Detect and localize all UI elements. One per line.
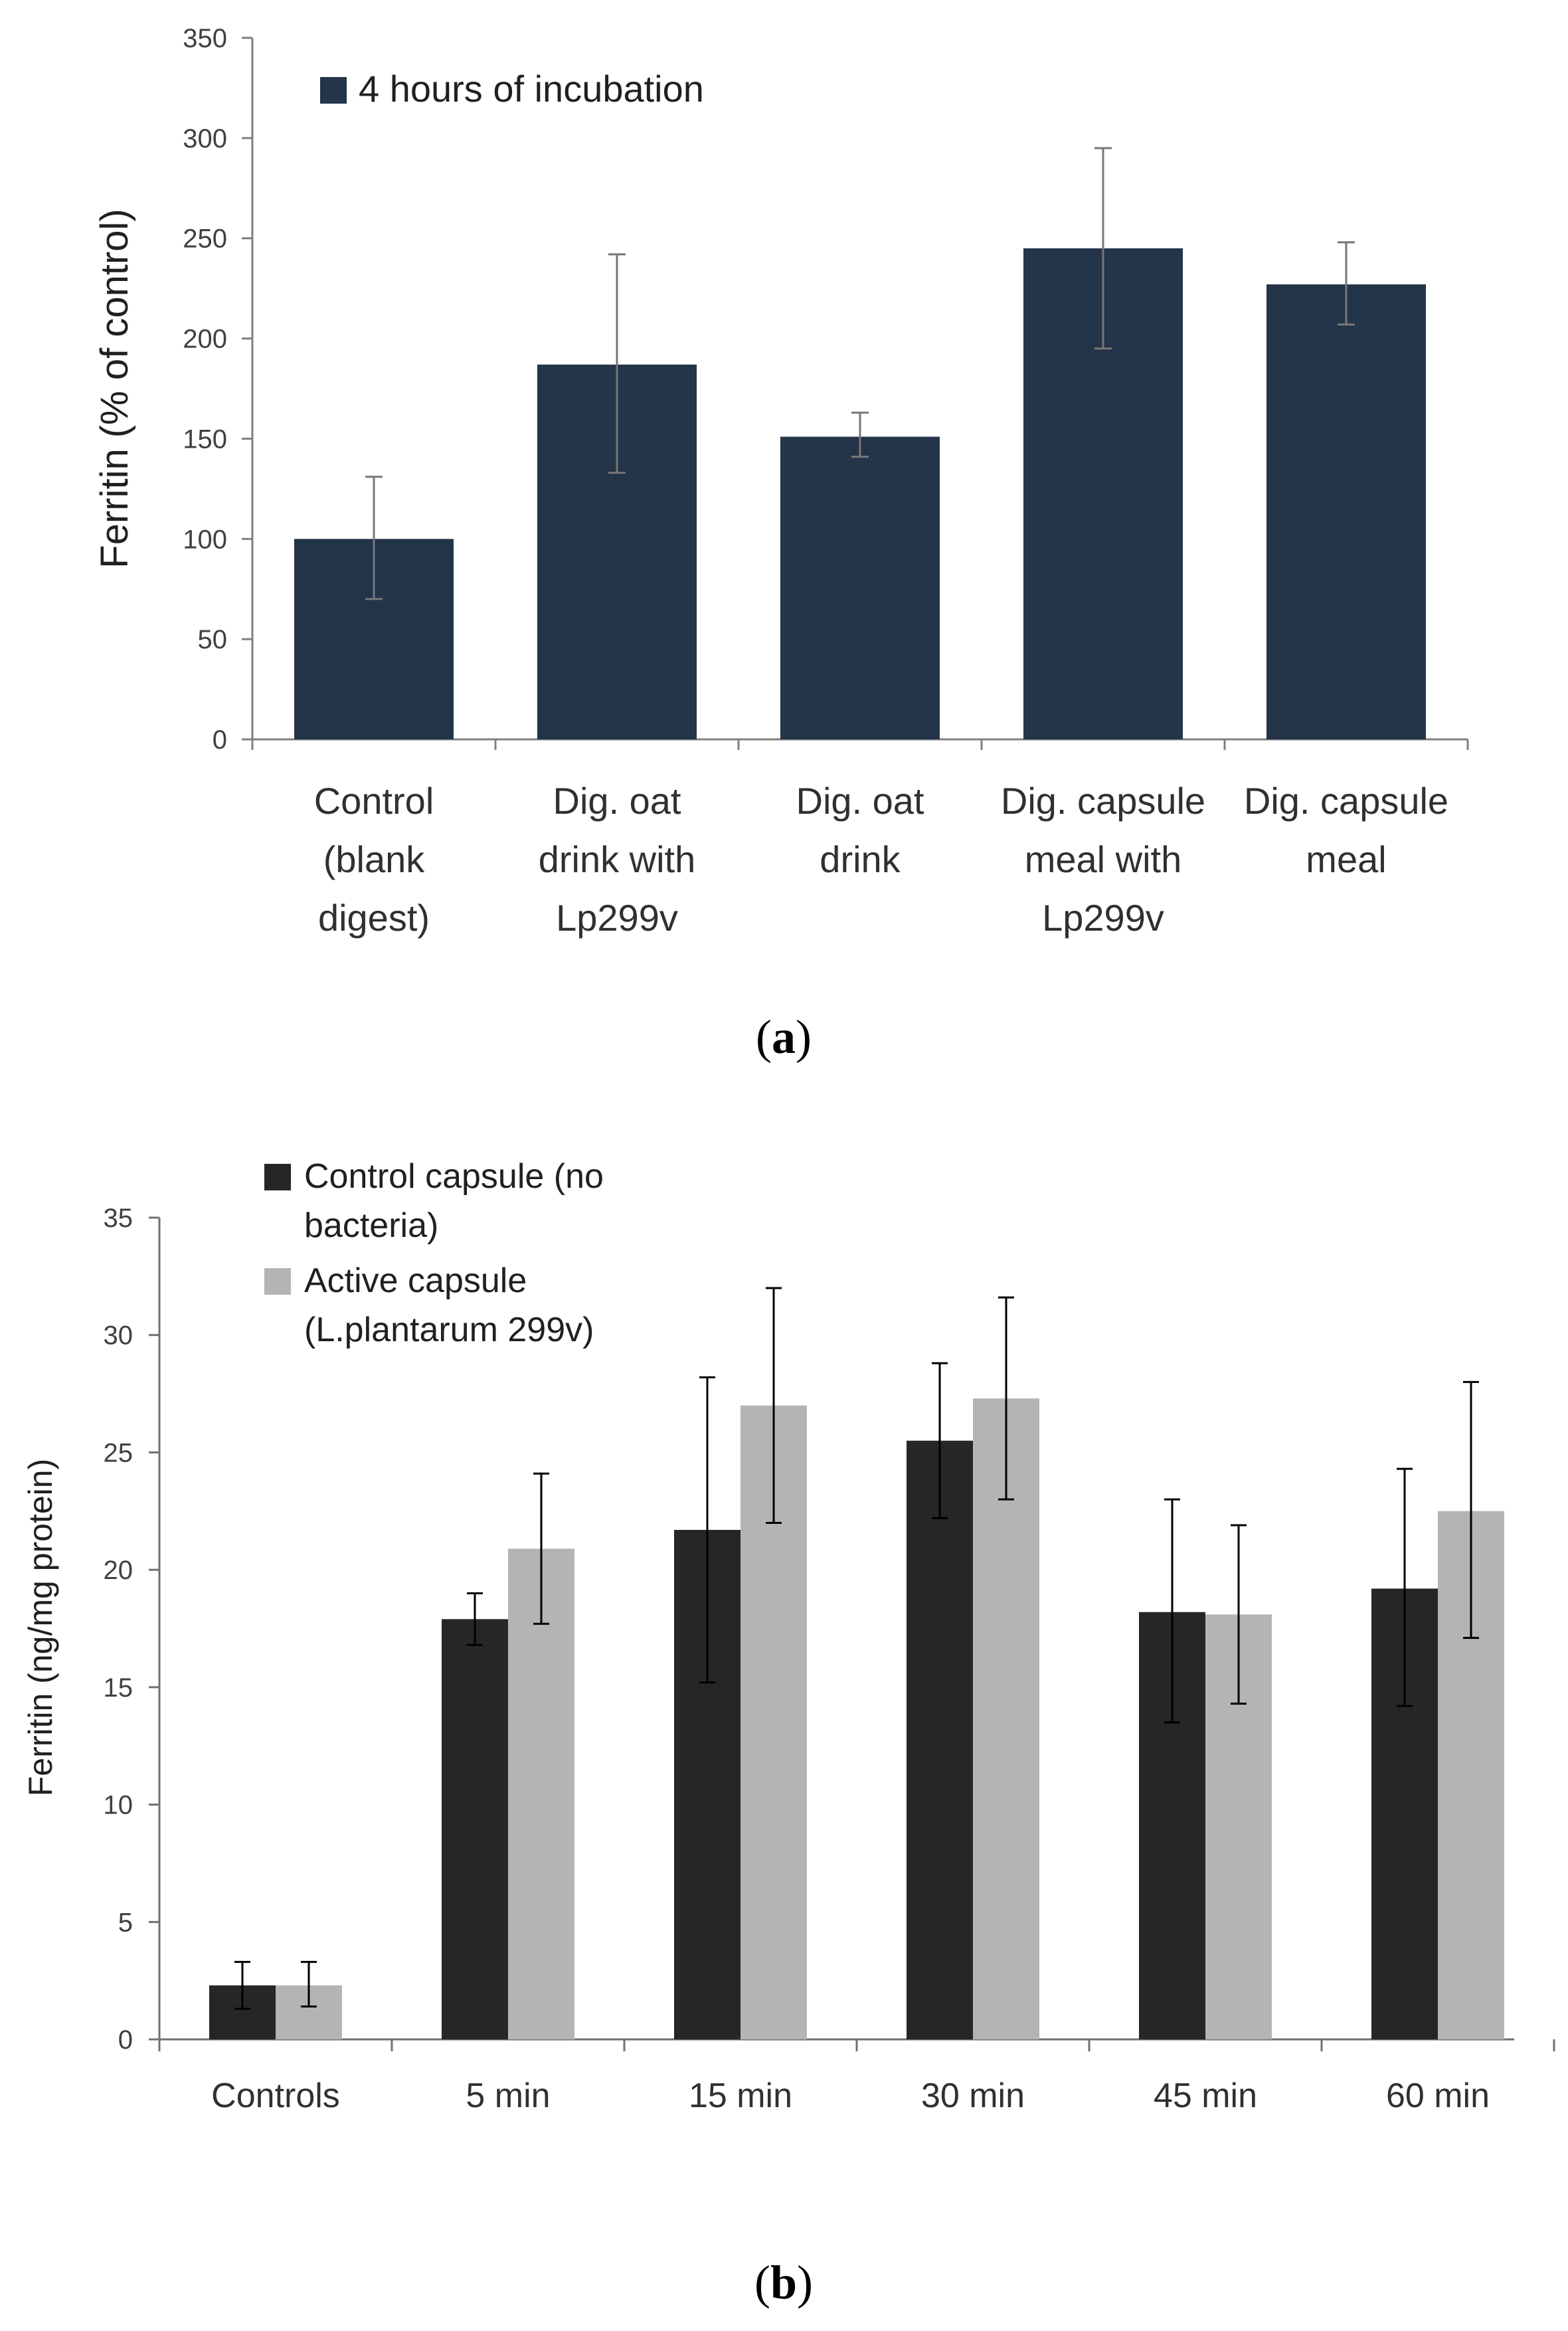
x-category-label: 45 min: [1154, 2077, 1257, 2115]
y-tick-label: 300: [183, 124, 227, 153]
panel-b-letter: b: [770, 2256, 797, 2309]
legend-label: Control capsule (no bacteria): [304, 1157, 604, 1245]
panel-a-letter: a: [772, 1010, 796, 1064]
x-category-line: Dig. oat: [796, 780, 924, 822]
legend-label-line: bacteria): [304, 1206, 438, 1245]
x-category-line: (blank: [323, 838, 426, 880]
panel-a-chart: 0 50 100 150 200 250 300 350 Control (blank digest…: [93, 24, 1469, 939]
y-tick-label: 0: [213, 725, 227, 755]
bar: [780, 436, 940, 739]
y-tick-label: 350: [183, 24, 227, 53]
legend-label: 4 hours of incubation: [359, 68, 704, 110]
legend-label-line: Active capsule: [304, 1261, 527, 1300]
y-tick-label: 50: [198, 625, 228, 654]
x-category-label: Dig. oat drink: [796, 780, 924, 880]
panel-b-chart: 0 5 10 15 20 25 30 35 Controls 5 min 15 min 30 min 4…: [22, 1157, 1555, 2115]
panel-b-label: (b): [754, 2256, 813, 2309]
y-tick-label: 100: [183, 525, 227, 554]
x-category-label: Dig. capsule meal: [1244, 780, 1448, 880]
y-tick-label: 25: [104, 1438, 133, 1467]
x-category-label: 5 min: [466, 2077, 550, 2115]
legend-swatch: [264, 1268, 291, 1295]
x-category-line: digest): [318, 897, 430, 939]
x-category-line: Control: [314, 780, 434, 822]
x-category-line: Dig. oat: [553, 780, 681, 822]
y-tick-label: 200: [183, 325, 227, 354]
x-category-line: drink: [820, 838, 901, 880]
bar: [1266, 284, 1426, 739]
y-axis-title: Ferritin (% of control): [93, 209, 136, 568]
x-category-label: Dig. capsule meal with Lp299v: [1001, 780, 1205, 939]
bar-control-capsule: [907, 1440, 973, 2039]
legend-swatch: [264, 1164, 291, 1190]
y-axis-title: Ferritin (ng/mg protein): [22, 1459, 59, 1797]
legend-swatch: [320, 77, 347, 104]
panel-a-label: (a): [756, 1010, 812, 1064]
y-tick-label: 150: [183, 424, 227, 454]
bar-control-capsule: [442, 1619, 508, 2039]
legend-label-line: Control capsule (no: [304, 1157, 604, 1196]
x-category-line: meal with: [1025, 838, 1182, 880]
y-tick-label: 20: [104, 1556, 133, 1585]
y-tick-label: 0: [118, 2025, 133, 2055]
y-tick-label: 250: [183, 225, 227, 254]
x-category-line: drink with: [539, 838, 696, 880]
bar-active-capsule: [508, 1548, 574, 2039]
y-tick-label: 10: [104, 1791, 133, 1820]
x-category-line: Lp299v: [1042, 897, 1164, 939]
x-category-line: meal: [1306, 838, 1386, 880]
x-category-label: 15 min: [689, 2077, 792, 2115]
y-tick-label: 15: [104, 1673, 133, 1703]
x-category-label: Control (blank digest): [314, 780, 434, 939]
legend-label: Active capsule (L.plantarum 299v): [304, 1261, 594, 1349]
x-category-line: Lp299v: [556, 897, 678, 939]
y-tick-label: 30: [104, 1321, 133, 1351]
y-tick-label: 5: [118, 1908, 133, 1937]
legend-label-line: (L.plantarum 299v): [304, 1311, 594, 1349]
x-category-label: 60 min: [1386, 2077, 1490, 2115]
x-category-line: Dig. capsule: [1244, 780, 1448, 822]
x-category-label: Dig. oat drink with Lp299v: [539, 780, 696, 939]
y-tick-label: 35: [104, 1204, 133, 1233]
x-category-line: Dig. capsule: [1001, 780, 1205, 822]
x-category-label: 30 min: [921, 2077, 1025, 2115]
x-category-label: Controls: [211, 2077, 340, 2115]
bar-active-capsule: [973, 1398, 1039, 2039]
